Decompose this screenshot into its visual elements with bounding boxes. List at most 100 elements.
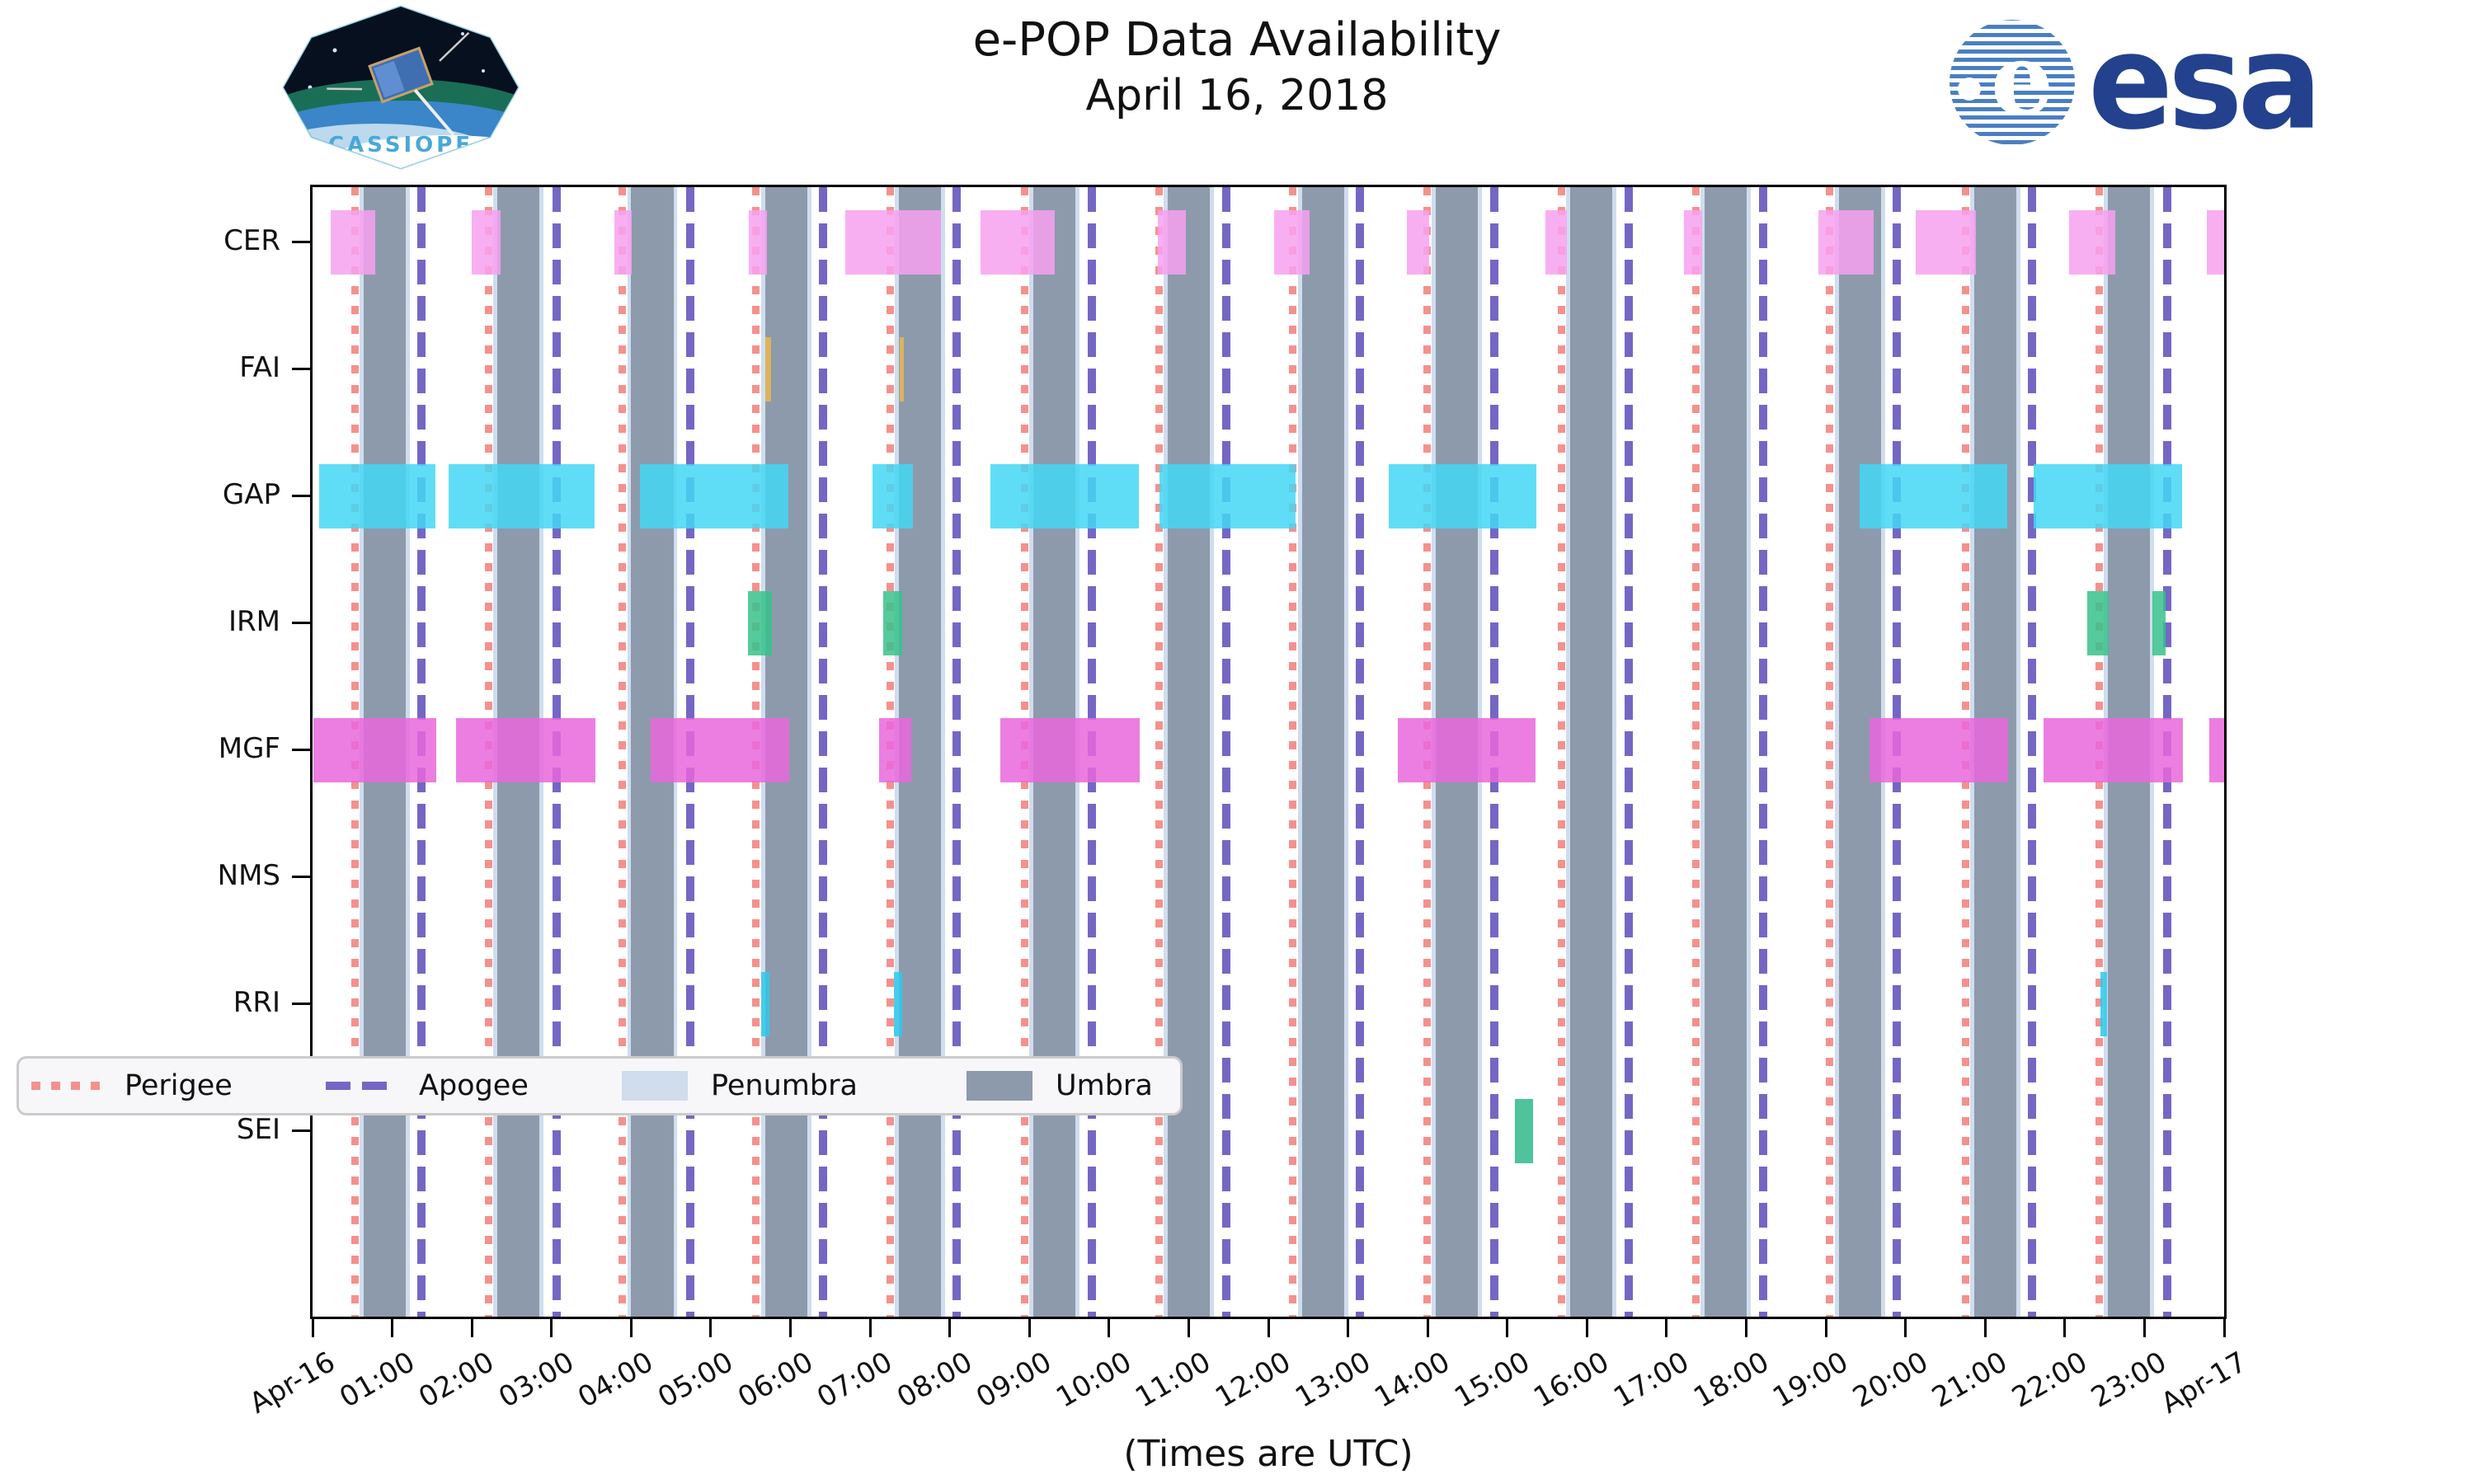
availability-bar-MGF xyxy=(878,717,912,782)
umbra-band xyxy=(1705,187,1747,1317)
row-label-FAI: FAI xyxy=(239,350,280,384)
x-label-17:00: 17:00 xyxy=(1608,1345,1695,1415)
patch-satellite xyxy=(327,31,470,136)
perigee-line xyxy=(1557,187,1565,1317)
apogee-line xyxy=(952,187,962,1317)
availability-bar-GAP xyxy=(990,463,1139,528)
legend-swatch-penumbra xyxy=(622,1071,688,1101)
legend-label-apogee: Apogee xyxy=(419,1069,529,1102)
perigee-line xyxy=(1155,187,1164,1317)
availability-bar-MGF xyxy=(1398,717,1536,782)
availability-bar-CER xyxy=(1273,209,1310,275)
esa-logo: e esa xyxy=(1946,16,2322,148)
x-tick-10:00 xyxy=(1108,1319,1111,1337)
x-tick-20:00 xyxy=(1904,1319,1907,1337)
availability-bar-CER xyxy=(2068,209,2115,275)
y-tick-MGF xyxy=(292,749,310,751)
availability-bar-IRM xyxy=(748,590,773,655)
x-label-13:00: 13:00 xyxy=(1289,1345,1376,1415)
x-label-21:00: 21:00 xyxy=(1926,1345,2014,1415)
row-label-SEI: SEI xyxy=(236,1112,280,1146)
x-label-03:00: 03:00 xyxy=(492,1345,580,1415)
x-label-07:00: 07:00 xyxy=(811,1345,899,1415)
availability-bar-CER xyxy=(1818,209,1874,275)
availability-bar-MGF xyxy=(1000,717,1140,782)
svg-text:e: e xyxy=(1991,21,2053,138)
legend-label-penumbra: Penumbra xyxy=(711,1069,858,1102)
availability-bar-CER xyxy=(472,209,501,275)
x-tick-18:00 xyxy=(1745,1319,1747,1337)
availability-bar-MGF xyxy=(1870,717,2009,782)
apogee-line xyxy=(1758,187,1767,1317)
row-label-RRI: RRI xyxy=(233,985,280,1019)
availability-bar-GAP xyxy=(318,463,435,528)
row-label-CER: CER xyxy=(223,223,280,257)
x-label-01:00: 01:00 xyxy=(333,1345,421,1415)
availability-bar-MGF xyxy=(651,717,789,782)
legend-entry-penumbra: Penumbra xyxy=(622,1059,858,1113)
y-tick-FAI xyxy=(292,368,310,370)
x-label-22:00: 22:00 xyxy=(2006,1345,2093,1415)
x-label-02:00: 02:00 xyxy=(413,1345,501,1415)
availability-bar-GAP xyxy=(1388,463,1536,528)
availability-bar-CER xyxy=(331,209,376,275)
chart-subtitle-date: April 16, 2018 xyxy=(1085,71,1389,120)
row-label-NMS: NMS xyxy=(217,858,280,892)
y-tick-RRI xyxy=(292,1003,310,1005)
esa-globe-icon: e xyxy=(1950,20,2075,145)
cassiope-patch-graphic: CASSIOPE xyxy=(282,5,520,170)
x-tick-17:00 xyxy=(1665,1319,1668,1337)
legend-entry-apogee: Apogee xyxy=(326,1059,529,1113)
x-label-09:00: 09:00 xyxy=(971,1345,1058,1415)
row-label-MGF: MGF xyxy=(218,731,280,765)
availability-bar-CER xyxy=(981,209,1056,275)
x-label-11:00: 11:00 xyxy=(1130,1345,1217,1415)
legend-label-umbra: Umbra xyxy=(1056,1069,1153,1102)
availability-bar-FAI xyxy=(899,336,904,402)
x-tick-16:00 xyxy=(1585,1319,1588,1337)
x-label-16:00: 16:00 xyxy=(1528,1345,1616,1415)
chart-title: e-POP Data Availability xyxy=(972,13,1502,67)
x-label-08:00: 08:00 xyxy=(891,1345,978,1415)
x-label-19:00: 19:00 xyxy=(1767,1345,1855,1415)
cassiope-patch-label: CASSIOPE xyxy=(328,133,473,157)
availability-bar-MGF xyxy=(2208,717,2224,782)
availability-bar-CER xyxy=(1545,209,1568,275)
x-label-Apr-17: Apr-17 xyxy=(2155,1345,2252,1421)
x-tick-04:00 xyxy=(629,1319,633,1337)
x-tick-05:00 xyxy=(709,1319,713,1337)
x-label-05:00: 05:00 xyxy=(652,1345,739,1415)
availability-bar-CER xyxy=(749,209,767,275)
availability-bar-CER xyxy=(1407,209,1430,275)
availability-bar-CER xyxy=(614,209,633,275)
x-tick-11:00 xyxy=(1187,1319,1190,1337)
availability-bar-MGF xyxy=(2043,717,2183,782)
availability-bar-GAP xyxy=(872,463,914,528)
x-label-20:00: 20:00 xyxy=(1846,1345,1934,1415)
y-tick-GAP xyxy=(292,495,310,497)
availability-bar-GAP xyxy=(1159,463,1296,528)
apogee-line xyxy=(1356,187,1365,1317)
x-tick-13:00 xyxy=(1347,1319,1350,1337)
y-tick-SEI xyxy=(292,1129,310,1132)
perigee-line xyxy=(1826,187,1834,1317)
x-tick-01:00 xyxy=(391,1319,394,1337)
x-axis-caption: (Times are UTC) xyxy=(1123,1433,1413,1475)
x-label-06:00: 06:00 xyxy=(731,1345,819,1415)
legend-swatch-perigee xyxy=(31,1082,101,1090)
apogee-line xyxy=(1624,187,1633,1317)
x-label-18:00: 18:00 xyxy=(1687,1345,1775,1415)
x-label-14:00: 14:00 xyxy=(1369,1345,1456,1415)
legend-swatch-apogee xyxy=(326,1082,396,1090)
availability-bar-IRM xyxy=(2152,590,2166,655)
chart-title-block: e-POP Data Availability April 16, 2018 xyxy=(0,12,2474,123)
x-label-12:00: 12:00 xyxy=(1210,1345,1296,1415)
availability-bar-MGF xyxy=(313,717,436,782)
apogee-line xyxy=(1221,187,1230,1317)
x-tick-Apr-16 xyxy=(311,1319,314,1337)
row-label-GAP: GAP xyxy=(222,477,280,511)
availability-bar-SEI xyxy=(1515,1098,1533,1163)
umbra-band xyxy=(1168,187,1211,1317)
availability-bar-IRM xyxy=(882,590,902,655)
legend-entry-umbra: Umbra xyxy=(967,1059,1153,1113)
